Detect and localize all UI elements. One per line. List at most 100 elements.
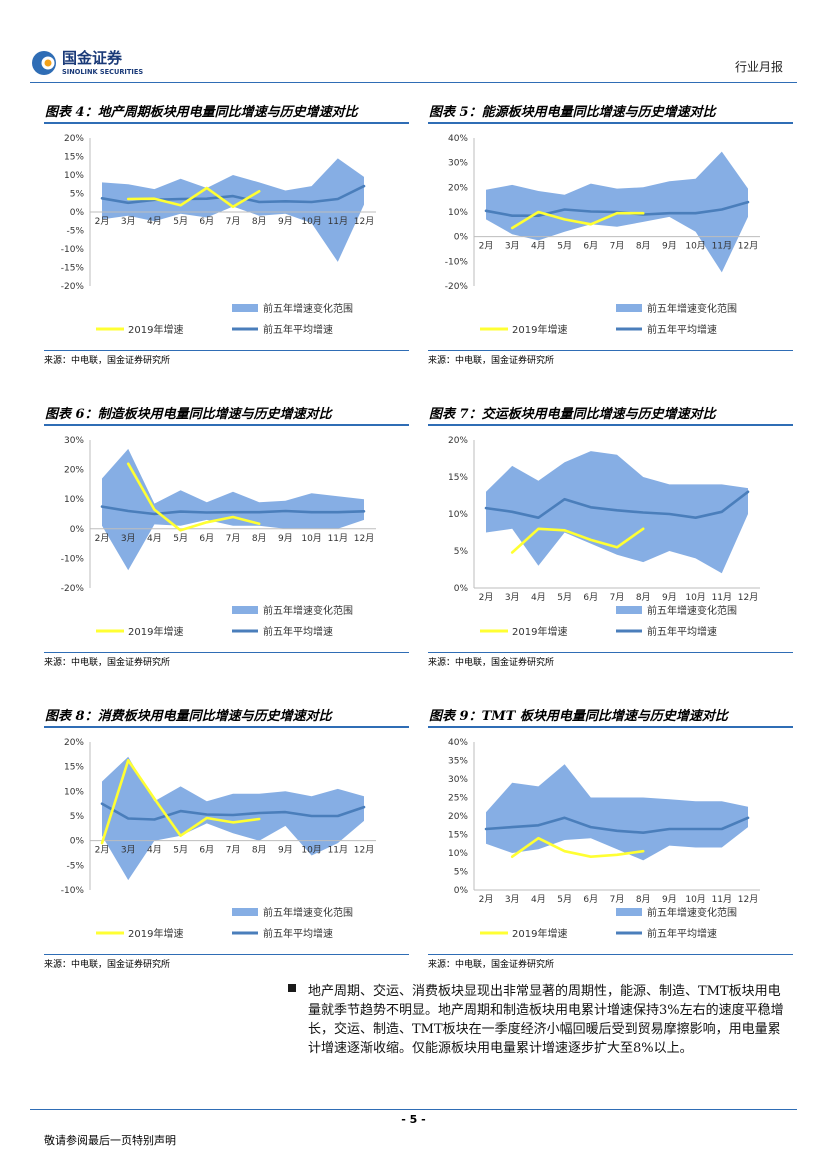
band-area: [486, 764, 748, 861]
x-tick-label: 11月: [712, 894, 732, 905]
legend-avg-label: 前五年平均增速: [647, 927, 717, 940]
x-tick-label: 7月: [226, 845, 241, 856]
series-2019-line: [126, 462, 261, 532]
legend-avg-label: 前五年平均增速: [263, 323, 333, 336]
x-tick-label: 12月: [354, 845, 374, 856]
series-2019-line: [510, 210, 645, 230]
x-tick-label: 7月: [226, 533, 241, 544]
x-tick-label: 12月: [738, 894, 758, 905]
x-tick-label: 4月: [147, 216, 162, 227]
x-tick-label: 12月: [354, 533, 374, 544]
x-tick-label: 9月: [278, 845, 293, 856]
y-tick-label: 15%: [64, 763, 84, 773]
source-divider: [44, 652, 409, 653]
header-divider: [30, 82, 797, 83]
y-tick-label: 0%: [70, 208, 85, 218]
x-tick-label: 11月: [712, 592, 732, 603]
x-tick-label: 8月: [252, 533, 267, 544]
y-tick-label: 40%: [448, 134, 468, 144]
y-tick-label: 10%: [448, 208, 468, 218]
report-type: 行业月报: [734, 60, 783, 74]
y-tick-label: 0%: [454, 886, 469, 896]
y-tick-label: -10%: [445, 257, 469, 267]
footer-note: 敬请参阅最后一页特别声明: [44, 1134, 176, 1147]
x-tick-label: 2月: [479, 894, 494, 905]
legend-band-swatch: [616, 304, 642, 312]
panel-1: 图表 4：地产周期板块用电量同比增速与历史增速对比 20% 15% 10% 5% 0% -…: [44, 98, 409, 368]
x-tick-label: 9月: [278, 216, 293, 227]
x-tick-label: 3月: [121, 216, 136, 227]
x-tick-label: 9月: [662, 894, 677, 905]
x-tick-label: 3月: [505, 241, 520, 252]
x-tick-label: 10月: [301, 533, 321, 544]
x-tick-label: 7月: [610, 592, 625, 603]
chart-tmt: 40% 35% 30% 25% 20% 15% 10% 5% 0% 2月 3月 4月 5月 6月 7月 8月 9…: [448, 738, 760, 940]
x-tick-label: 6月: [199, 845, 214, 856]
legend-2019-label: 2019年增速: [128, 625, 183, 638]
x-tick-label: 6月: [199, 216, 214, 227]
panel-title: 图表 5：能源板块用电量同比增速与历史增速对比: [428, 98, 793, 124]
x-tick-label: 7月: [610, 894, 625, 905]
legend-2019-label: 2019年增速: [512, 927, 567, 940]
panel-title: 图表 4：地产周期板块用电量同比增速与历史增速对比: [44, 98, 409, 124]
y-tick-label: 15%: [448, 831, 468, 841]
y-tick-label: 10%: [64, 171, 84, 181]
x-tick-label: 5月: [557, 241, 572, 252]
y-tick-label: 10%: [64, 787, 84, 797]
x-tick-label: 5月: [173, 533, 188, 544]
y-tick-label: 20%: [64, 134, 84, 144]
x-tick-label: 6月: [199, 533, 214, 544]
panel-3: 图表 6：制造板块用电量同比增速与历史增速对比 30% 20% 10% 0% -10% -…: [44, 400, 409, 670]
summary-text: 地产周期、交运、消费板块显现出非常显著的周期性，能源、制造、TMT板块用电量就季…: [308, 984, 784, 1056]
series-2019-line: [100, 759, 261, 845]
panel-2: 图表 5：能源板块用电量同比增速与历史增速对比 40% 30% 20% 10% 0% -1…: [428, 98, 793, 368]
y-tick-label: 10%: [448, 510, 468, 520]
legend-avg-label: 前五年平均增速: [647, 323, 717, 336]
y-tick-label: 20%: [64, 466, 84, 476]
x-tick-label: 8月: [636, 241, 651, 252]
page-number: - 5 -: [401, 1113, 426, 1126]
panel-5: 图表 8：消费板块用电量同比增速与历史增速对比 20% 15% 10% 5% 0% -5%…: [44, 702, 409, 972]
y-tick-label: -5%: [66, 861, 84, 871]
legend-band-label: 前五年增速变化范围: [263, 604, 353, 617]
x-tick-label: 4月: [531, 894, 546, 905]
y-tick-label: 20%: [448, 183, 468, 193]
x-tick-label: 11月: [328, 845, 348, 856]
x-tick-label: 5月: [557, 894, 572, 905]
chart-source: 来源：中电联，国金证券研究所: [428, 658, 555, 668]
x-tick-label: 4月: [147, 533, 162, 544]
logo-cn: 国金证券: [62, 49, 123, 67]
x-tick-label: 6月: [583, 894, 598, 905]
y-tick-label: -15%: [61, 264, 85, 274]
legend-band-swatch: [616, 908, 642, 916]
y-tick-label: -10%: [61, 886, 85, 896]
legend-2019-label: 2019年增速: [512, 625, 567, 638]
y-tick-label: 0%: [70, 837, 85, 847]
x-tick-label: 4月: [531, 241, 546, 252]
panel-title: 图表 7：交运板块用电量同比增速与历史增速对比: [428, 400, 793, 426]
y-tick-label: 10%: [448, 849, 468, 859]
y-tick-label: 10%: [64, 495, 84, 505]
x-tick-label: 12月: [738, 592, 758, 603]
legend-band-label: 前五年增速变化范围: [263, 302, 353, 315]
band-area: [102, 448, 364, 571]
x-tick-label: 5月: [557, 592, 572, 603]
y-tick-label: -10%: [61, 245, 85, 255]
panel-title: 图表 9：TMT 板块用电量同比增速与历史增速对比: [428, 702, 793, 728]
y-tick-label: 0%: [454, 584, 469, 594]
y-tick-label: 30%: [64, 436, 84, 446]
source-divider: [44, 954, 409, 955]
series-2019-line: [510, 527, 645, 554]
y-tick-label: 20%: [448, 436, 468, 446]
x-tick-label: 9月: [662, 592, 677, 603]
source-divider: [428, 652, 793, 653]
chart-energy: 40% 30% 20% 10% 0% -10% -20% 2月 3月 4月 5月 6月 7月 8月 9月 10…: [445, 134, 760, 336]
y-tick-label: 30%: [448, 159, 468, 169]
legend-2019-label: 2019年增速: [128, 927, 183, 940]
chart-source: 来源：中电联，国金证券研究所: [428, 356, 555, 366]
x-tick-label: 10月: [685, 894, 705, 905]
x-tick-label: 3月: [505, 894, 520, 905]
x-tick-label: 10月: [301, 216, 321, 227]
y-tick-label: 15%: [64, 153, 84, 163]
x-tick-label: 8月: [636, 894, 651, 905]
